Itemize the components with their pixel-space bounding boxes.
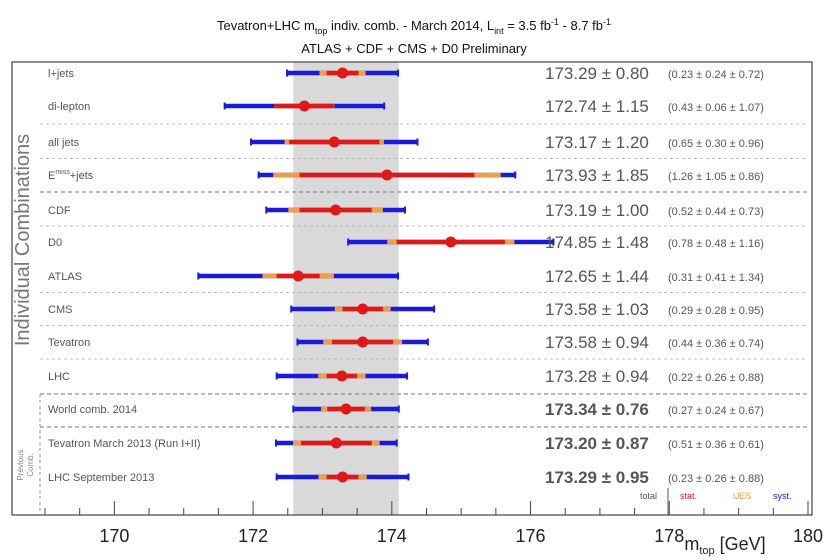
value-breakdown: (0.23 ± 0.24 ± 0.72)	[668, 69, 764, 81]
separator-layer	[39, 123, 808, 515]
central-value-marker	[445, 236, 457, 248]
measurement-row: LHC 173.28 ± 0.94 (0.22 ± 0.26 ± 0.88)	[48, 367, 764, 386]
legend-syst: syst.	[773, 491, 792, 501]
central-value-marker	[328, 136, 340, 148]
central-value-marker	[337, 471, 349, 483]
row-label: World comb. 2014	[48, 404, 137, 416]
row-label-superscript: miss	[55, 169, 70, 176]
side-label-individual: Individual Combinations	[12, 134, 34, 346]
legend-jes: iJES	[733, 491, 752, 501]
value-text: 172.74 ± 1.15	[545, 97, 649, 116]
central-value-marker	[298, 100, 310, 112]
value-breakdown: (0.52 ± 0.44 ± 0.73)	[668, 206, 764, 218]
measurement-row: CMS 173.58 ± 1.03 (0.29 ± 0.28 ± 0.95)	[48, 300, 764, 319]
central-value-marker	[292, 270, 304, 282]
measurement-row: di-lepton 172.74 ± 1.15 (0.43 ± 0.06 ± 1.0…	[48, 97, 764, 116]
measurement-row: Emiss+jets 173.93 ± 1.85 (1.26 ± 1.05 ± 0.…	[48, 166, 764, 185]
value-breakdown: (1.26 ± 1.05 ± 0.86)	[668, 171, 764, 183]
measurement-rows-layer: l+jets 173.29 ± 0.80 (0.23 ± 0.24 ± 0.72) d…	[48, 64, 764, 487]
world-combination-band-layer	[293, 62, 399, 515]
plot-frame-layer	[11, 61, 813, 516]
x-tick-label: 170	[99, 526, 129, 546]
central-value-marker	[330, 204, 342, 216]
row-label: Tevatron	[48, 337, 90, 349]
legend-total: total	[640, 491, 657, 501]
x-tick-label: 178	[654, 526, 684, 546]
value-breakdown: (0.22 ± 0.26 ± 0.88)	[668, 372, 764, 384]
x-axis-label: mtop [GeV]	[684, 534, 765, 557]
measurement-row: Tevatron March 2013 (Run I+II) 173.20 ± 0…	[48, 434, 764, 453]
central-value-marker	[330, 437, 342, 449]
world-combination-band	[293, 62, 399, 515]
row-label: Tevatron March 2013 (Run I+II)	[48, 438, 201, 450]
value-text: 173.93 ± 1.85	[545, 166, 649, 185]
value-text: 174.85 ± 1.48	[545, 233, 649, 252]
row-label: l+jets	[48, 68, 74, 80]
value-breakdown: (0.27 ± 0.24 ± 0.67)	[668, 405, 764, 417]
value-text: 173.19 ± 1.00	[545, 201, 649, 220]
measurement-row: LHC September 2013 173.29 ± 0.95 (0.23 ± 0…	[48, 468, 764, 487]
measurement-row: CDF 173.19 ± 1.00 (0.52 ± 0.44 ± 0.73)	[48, 201, 764, 220]
value-breakdown: (0.43 ± 0.06 ± 1.07)	[668, 102, 764, 114]
measurement-row: l+jets 173.29 ± 0.80 (0.23 ± 0.24 ± 0.72)	[48, 64, 764, 83]
row-label: ATLAS	[48, 271, 82, 283]
row-label: LHC September 2013	[48, 472, 154, 484]
chart-title: Tevatron+LHC mtop indiv. comb. - March 2…	[217, 17, 611, 36]
value-breakdown: (0.65 ± 0.30 ± 0.96)	[668, 138, 764, 150]
plot-frame	[11, 61, 813, 516]
value-breakdown: (0.78 ± 0.48 ± 1.16)	[668, 238, 764, 250]
value-text: 173.29 ± 0.80	[545, 64, 649, 83]
value-text: 173.58 ± 1.03	[545, 300, 649, 319]
value-breakdown: (0.44 ± 0.36 ± 0.74)	[668, 338, 764, 350]
row-label: di-lepton	[48, 101, 90, 113]
value-text: 173.17 ± 1.20	[545, 133, 649, 152]
measurement-row: all jets 173.17 ± 1.20 (0.65 ± 0.30 ± 0.96…	[48, 133, 764, 152]
side-label-comb: Comb.	[26, 453, 35, 477]
value-breakdown: (0.23 ± 0.26 ± 0.88)	[668, 473, 764, 485]
row-label: CDF	[48, 205, 71, 217]
value-text: 173.29 ± 0.95	[545, 468, 649, 487]
row-label-suffix: +jets	[70, 170, 94, 182]
value-breakdown: (0.51 ± 0.36 ± 0.61)	[668, 439, 764, 451]
value-text: 173.58 ± 0.94	[545, 333, 649, 352]
x-tick-label: 180	[793, 526, 823, 546]
value-text: 173.34 ± 0.76	[545, 400, 649, 419]
row-label: LHC	[48, 371, 70, 383]
legend-stat: stat.	[680, 491, 697, 501]
value-text: 173.28 ± 0.94	[545, 367, 649, 386]
row-label: all jets	[48, 137, 80, 149]
value-breakdown: (0.29 ± 0.28 ± 0.95)	[668, 305, 764, 317]
chart-subtitle: ATLAS + CDF + CMS + D0 Preliminary	[301, 41, 527, 56]
value-breakdown: (0.31 ± 0.41 ± 1.34)	[668, 272, 764, 284]
central-value-marker	[357, 303, 369, 315]
central-value-marker	[357, 336, 369, 348]
central-value-marker	[337, 67, 349, 79]
value-text: 172.65 ± 1.44	[545, 267, 649, 286]
x-tick-label: 174	[377, 526, 407, 546]
row-label: Emiss+jets	[48, 169, 94, 182]
central-value-marker	[336, 370, 348, 382]
central-value-marker	[381, 169, 393, 181]
measurement-row: ATLAS 172.65 ± 1.44 (0.31 ± 0.41 ± 1.34)	[48, 267, 764, 286]
row-label: CMS	[48, 304, 72, 316]
row-label: D0	[48, 237, 62, 249]
measurement-row: World comb. 2014 173.34 ± 0.76 (0.27 ± 0.2…	[48, 400, 764, 419]
x-axis-layer: 170 172 174 176 178 180	[44, 501, 823, 546]
central-value-marker	[340, 403, 352, 415]
value-text: 173.20 ± 0.87	[545, 434, 649, 453]
measurement-row: Tevatron 173.58 ± 0.94 (0.44 ± 0.36 ± 0.74…	[48, 333, 764, 352]
measurement-row: D0 174.85 ± 1.48 (0.78 ± 0.48 ± 1.16)	[48, 233, 764, 252]
x-tick-label: 176	[516, 526, 546, 546]
side-label-previous: Previous	[16, 449, 25, 480]
x-tick-label: 172	[238, 526, 268, 546]
